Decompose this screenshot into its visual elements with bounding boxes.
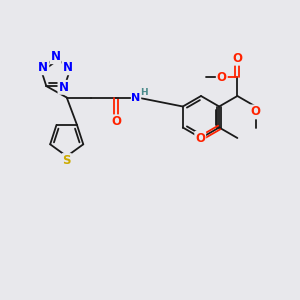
Text: O: O: [232, 52, 242, 65]
Text: H: H: [140, 88, 148, 97]
Text: O: O: [217, 71, 227, 84]
Text: N: N: [63, 61, 73, 74]
Text: N: N: [38, 61, 48, 74]
Text: O: O: [111, 115, 121, 128]
Text: S: S: [62, 154, 71, 167]
Text: N: N: [131, 92, 141, 103]
Text: N: N: [58, 81, 68, 94]
Text: O: O: [250, 105, 261, 119]
Text: O: O: [195, 132, 205, 145]
Text: N: N: [50, 50, 61, 63]
